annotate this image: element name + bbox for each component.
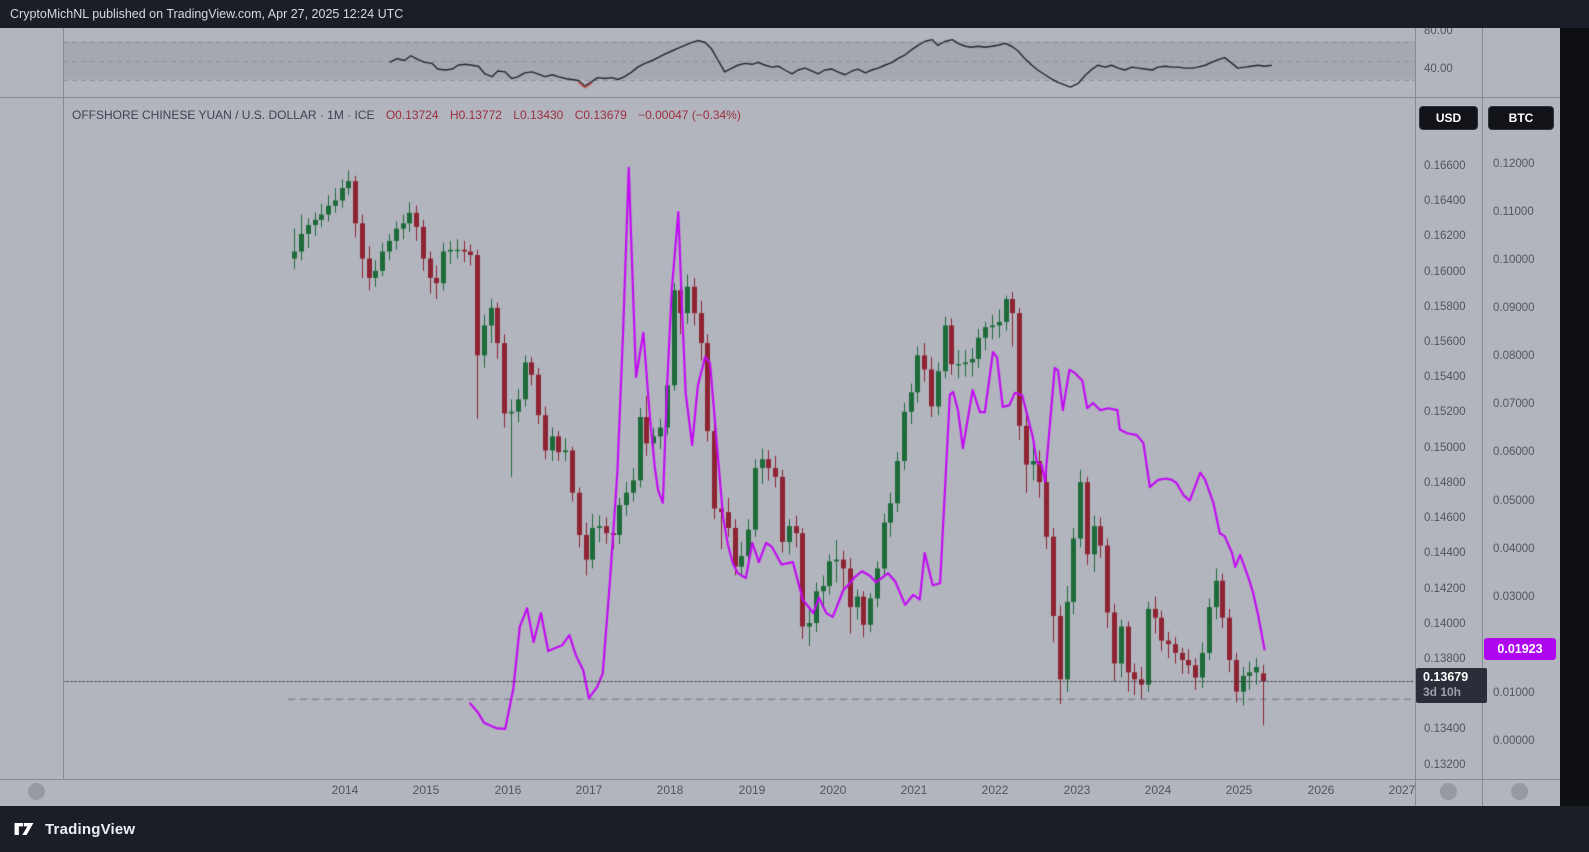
year-tick: 2017	[575, 783, 603, 797]
usd-axis-tick: 0.14400	[1424, 547, 1466, 559]
ohlc-high: H0.13772	[449, 108, 502, 122]
ohlc-low: L0.13430	[513, 108, 564, 122]
usd-axis-tick: 0.14200	[1424, 583, 1466, 595]
year-tick: 2023	[1063, 783, 1091, 797]
pane-divider[interactable]	[0, 97, 1560, 98]
usd-axis-tick: 0.13400	[1424, 723, 1466, 735]
usd-scale-button[interactable]: USD	[1419, 106, 1478, 130]
ohlc-open: O0.13724	[385, 108, 439, 122]
year-tick: 2024	[1144, 783, 1172, 797]
btc-scale-button[interactable]: BTC	[1488, 106, 1554, 130]
btc-axis-tick: 0.09000	[1493, 302, 1535, 314]
year-tick: 2027	[1388, 783, 1416, 797]
usd-axis-tick: 0.16600	[1424, 160, 1466, 172]
year-tick: 2014	[331, 783, 359, 797]
symbol-info-row: OFFSHORE CHINESE YUAN / U.S. DOLLAR · 1M…	[72, 108, 741, 122]
usd-axis-tick: 0.14600	[1424, 512, 1466, 524]
year-tick: 2025	[1225, 783, 1253, 797]
publish-header-text: CryptoMichNL published on TradingView.co…	[10, 7, 404, 21]
time-axis-border	[0, 779, 1560, 780]
tradingview-logo[interactable]	[12, 817, 36, 841]
publish-header: CryptoMichNL published on TradingView.co…	[0, 0, 1589, 28]
btc-axis-dot	[1511, 783, 1528, 800]
indicator-axis-tick: 80.00	[1424, 25, 1453, 37]
btc-axis-tick: 0.04000	[1493, 543, 1535, 555]
year-tick: 2016	[494, 783, 522, 797]
usd-axis-tick: 0.15600	[1424, 336, 1466, 348]
usd-axis-tick: 0.15400	[1424, 371, 1466, 383]
btc-axis-tick: 0.06000	[1493, 446, 1535, 458]
symbol-title[interactable]: OFFSHORE CHINESE YUAN / U.S. DOLLAR · 1M…	[72, 108, 375, 122]
price-pane-canvas[interactable]	[63, 97, 1415, 779]
btc-axis-tick: 0.01000	[1493, 687, 1535, 699]
usd-axis-tick: 0.15000	[1424, 442, 1466, 454]
year-tick: 2019	[738, 783, 766, 797]
bottom-left-dot	[28, 783, 45, 800]
btc-axis-border	[1482, 28, 1483, 806]
usd-axis-tick: 0.15200	[1424, 406, 1466, 418]
usd-axis-tick: 0.16200	[1424, 230, 1466, 242]
usd-axis-tick: 0.16000	[1424, 266, 1466, 278]
btc-axis-tick: 0.07000	[1493, 398, 1535, 410]
last-price-value: 0.13679	[1423, 670, 1469, 684]
btc-axis-tick: 0.08000	[1493, 350, 1535, 362]
year-tick: 2021	[900, 783, 928, 797]
usd-axis-tick: 0.14800	[1424, 477, 1466, 489]
right-gutter	[1560, 28, 1589, 806]
year-tick: 2015	[412, 783, 440, 797]
year-tick: 2022	[981, 783, 1009, 797]
plot-left-border	[63, 28, 64, 779]
usd-axis-tick: 0.13200	[1424, 759, 1466, 771]
year-tick: 2026	[1307, 783, 1335, 797]
usd-axis-tick: 0.13800	[1424, 653, 1466, 665]
indicator-pane-canvas[interactable]	[63, 28, 1415, 97]
year-tick: 2018	[656, 783, 684, 797]
btc-axis-tick: 0.12000	[1493, 158, 1535, 170]
indicator-axis-tick: 40.00	[1424, 63, 1453, 75]
footer-bar: TradingView	[0, 806, 1589, 852]
usd-axis-tick: 0.15800	[1424, 301, 1466, 313]
btc-axis-tick: 0.03000	[1493, 591, 1535, 603]
btc-axis-tick: 0.00000	[1493, 735, 1535, 747]
usd-axis-dot	[1440, 783, 1457, 800]
last-price-badge: 0.13679 3d 10h	[1416, 668, 1487, 703]
bar-countdown: 3d 10h	[1423, 685, 1462, 699]
usd-axis-tick: 0.16400	[1424, 195, 1466, 207]
btc-axis-tick: 0.05000	[1493, 495, 1535, 507]
btc-axis-tick: 0.11000	[1493, 206, 1534, 218]
btc-value-badge: 0.01923	[1484, 638, 1556, 660]
footer-brand[interactable]: TradingView	[45, 820, 136, 838]
ohlc-close: C0.13679	[574, 108, 627, 122]
usd-axis-tick: 0.14000	[1424, 618, 1466, 630]
btc-axis-tick: 0.10000	[1493, 254, 1535, 266]
change-value: −0.00047 (−0.34%)	[638, 108, 741, 122]
year-tick: 2020	[819, 783, 847, 797]
usd-axis-border	[1415, 28, 1416, 806]
